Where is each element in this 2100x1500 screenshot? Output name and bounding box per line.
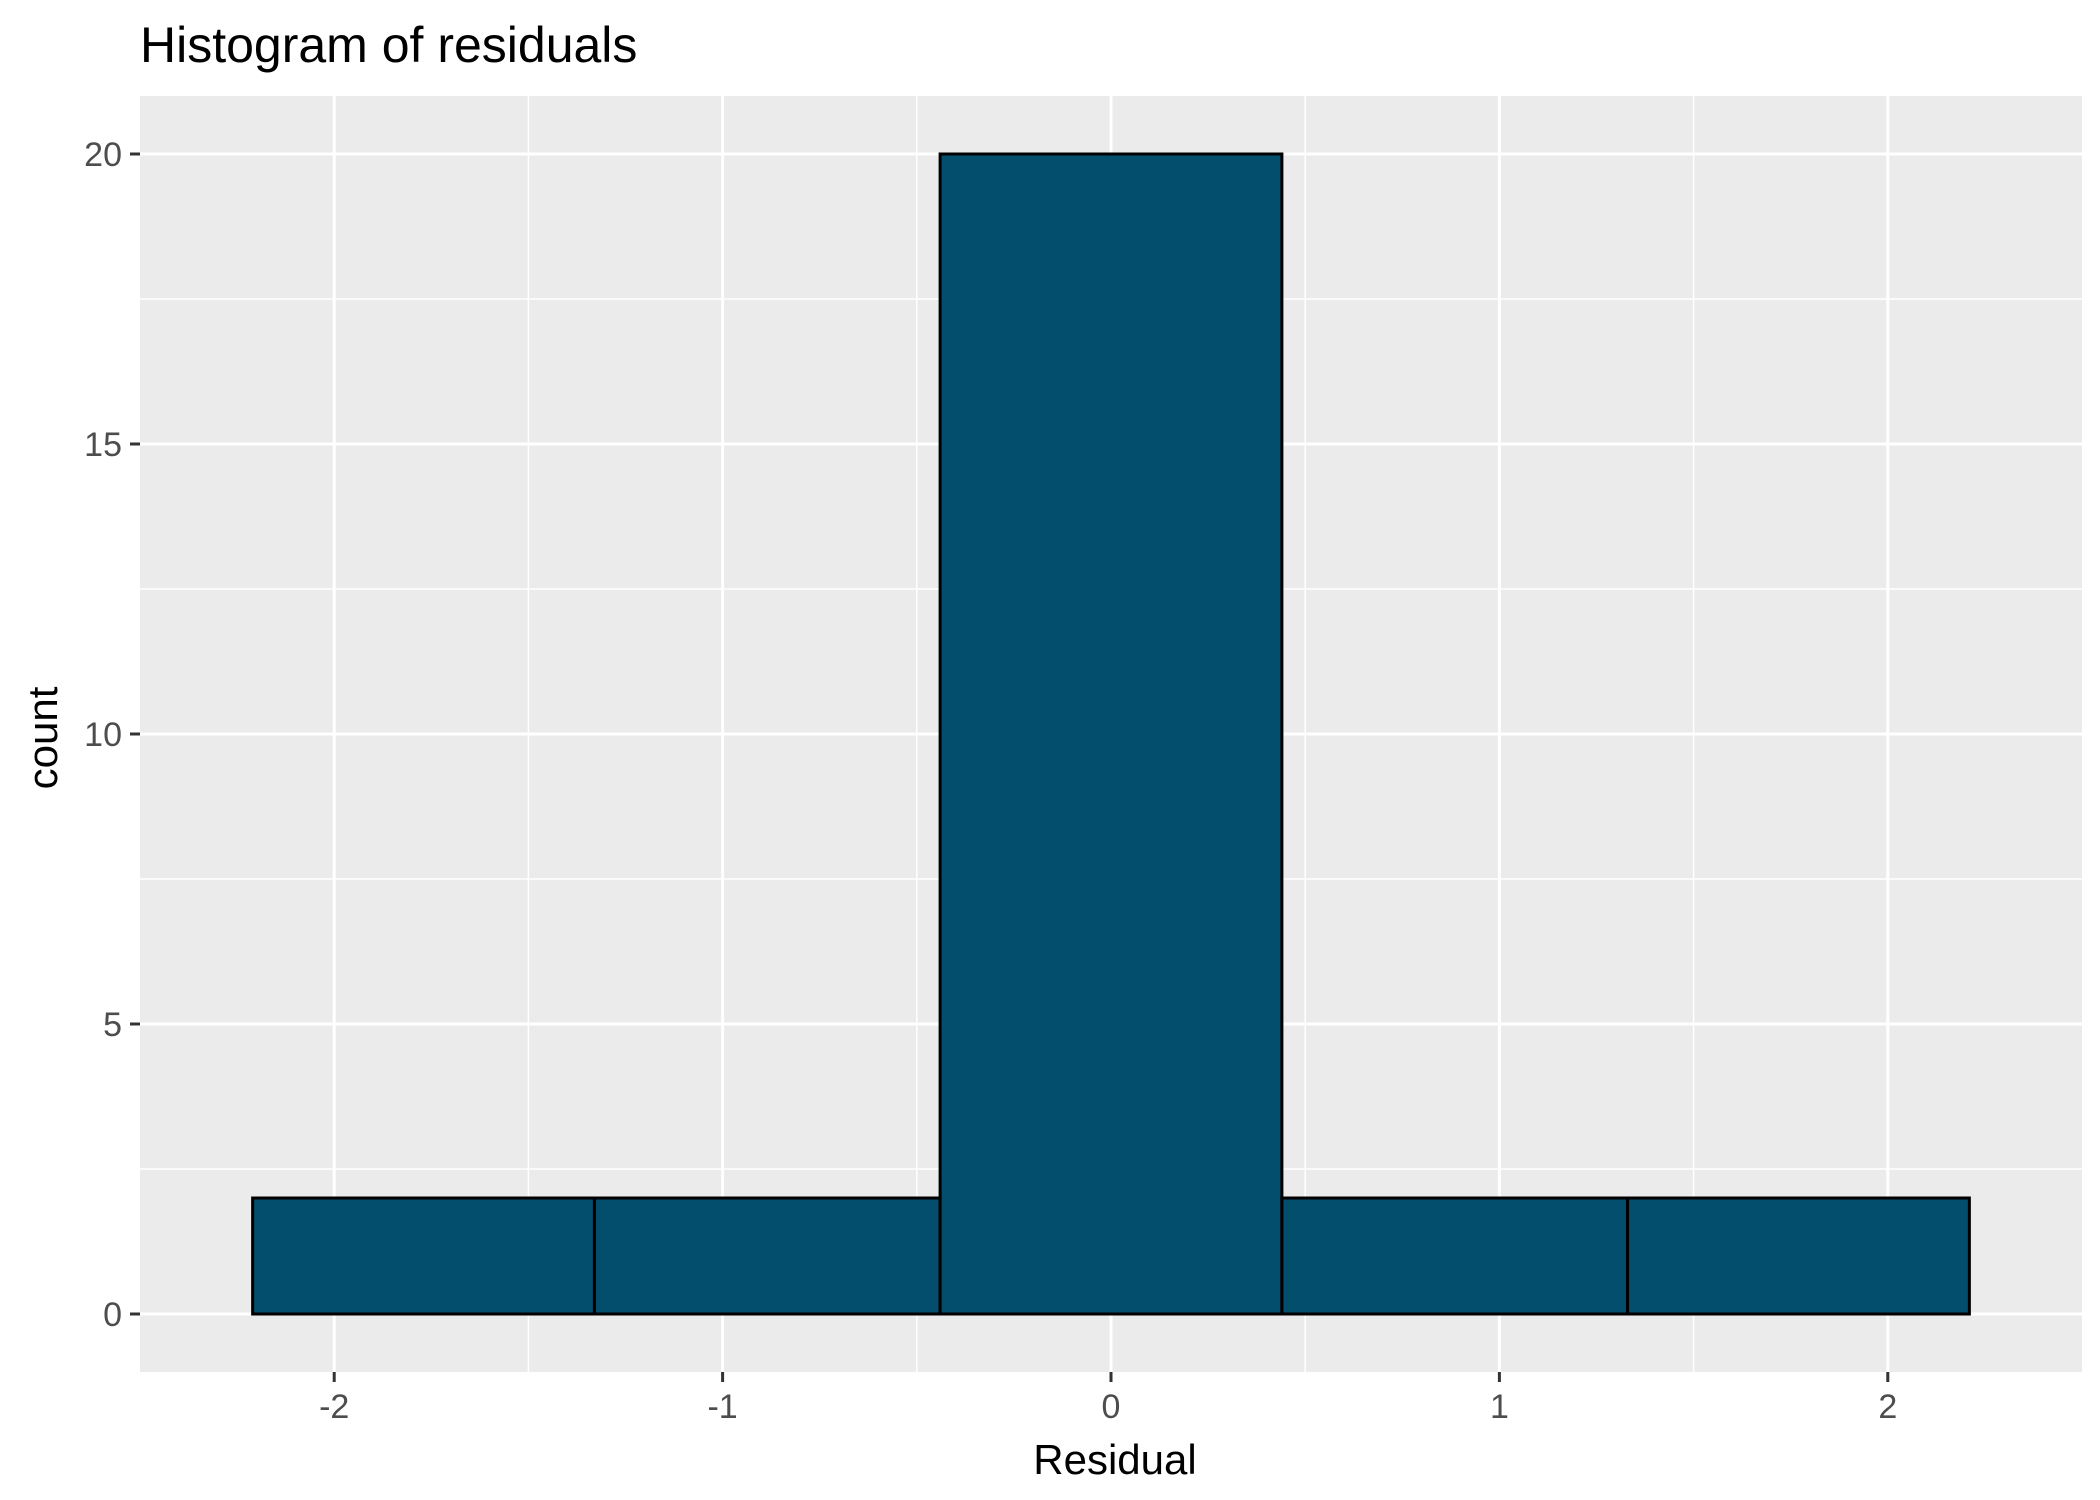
y-axis: 0 5 10 15 20 <box>84 136 140 1334</box>
histogram-bar-4 <box>1280 1196 1630 1316</box>
histogram-bar-1 <box>251 1196 596 1316</box>
y-tick-label: 20 <box>84 136 122 174</box>
y-axis-title: count <box>19 686 66 789</box>
x-axis: -2 -1 0 1 2 <box>319 1372 1897 1426</box>
x-tick-label: 2 <box>1878 1388 1897 1426</box>
chart-title: Histogram of residuals <box>140 17 637 73</box>
x-tick-label: -1 <box>707 1388 737 1426</box>
y-tick-label: 5 <box>103 1006 122 1044</box>
x-tick-label: 1 <box>1490 1388 1509 1426</box>
histogram-bar-2 <box>592 1196 942 1316</box>
y-tick-label: 15 <box>84 426 122 464</box>
histogram-bar-5 <box>1626 1196 1971 1316</box>
x-tick-label: -2 <box>319 1388 349 1426</box>
histogram-bar-3 <box>938 152 1284 1316</box>
histogram-bars <box>251 152 1971 1316</box>
y-tick-label: 0 <box>103 1296 122 1334</box>
x-tick-label: 0 <box>1102 1388 1121 1426</box>
x-axis-title: Residual <box>1033 1436 1196 1483</box>
y-tick-label: 10 <box>84 716 122 754</box>
